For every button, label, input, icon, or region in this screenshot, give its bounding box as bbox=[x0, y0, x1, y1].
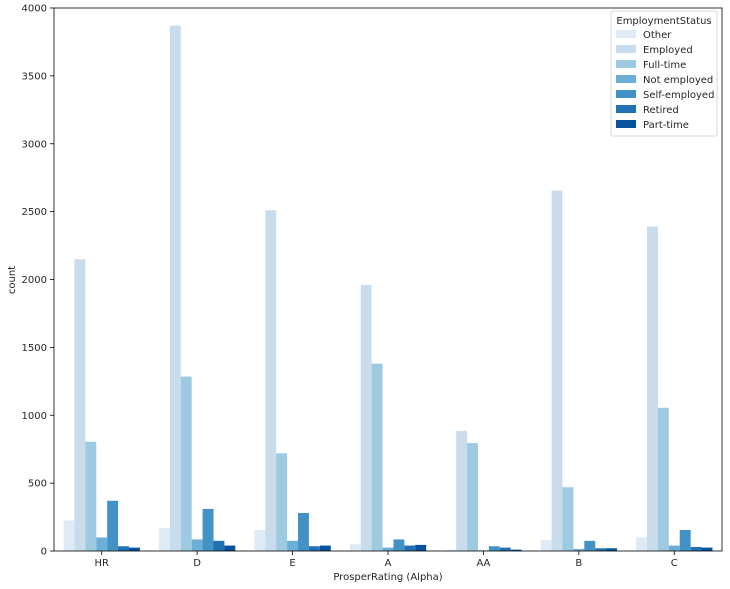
bar-hr-self-employed bbox=[107, 500, 119, 551]
bar-aa-self-employed bbox=[488, 546, 500, 551]
legend-swatch bbox=[616, 90, 636, 98]
bar-a-not-employed bbox=[382, 547, 394, 551]
legend-title: EmploymentStatus bbox=[616, 16, 711, 27]
bar-e-not-employed bbox=[287, 540, 299, 551]
x-tick-label: AA bbox=[476, 558, 490, 569]
bar-aa-retired bbox=[499, 547, 511, 551]
bar-b-other bbox=[540, 540, 552, 551]
bar-e-other bbox=[254, 529, 266, 551]
legend-swatch bbox=[616, 45, 636, 53]
bar-e-full-time bbox=[276, 453, 288, 551]
bar-c-other bbox=[636, 537, 648, 551]
bar-e-retired bbox=[308, 546, 320, 551]
bar-b-employed bbox=[551, 190, 563, 551]
legend: EmploymentStatus Other Employed Full-time N… bbox=[610, 10, 718, 137]
y-tick-label: 3500 bbox=[22, 71, 47, 82]
y-tick-label: 0 bbox=[41, 547, 47, 558]
bar-c-part-time bbox=[701, 547, 713, 551]
legend-label: Part-time bbox=[643, 120, 689, 131]
legend-swatch bbox=[616, 75, 636, 83]
bar-c-self-employed bbox=[679, 529, 691, 551]
bar-b-retired bbox=[595, 548, 607, 551]
legend-label: Self-employed bbox=[643, 90, 714, 101]
bar-hr-employed bbox=[74, 259, 86, 551]
y-tick-label: 1000 bbox=[22, 411, 47, 422]
y-axis-label: count bbox=[7, 266, 18, 294]
bar-a-self-employed bbox=[393, 539, 405, 551]
legend-swatch bbox=[616, 105, 636, 113]
legend-label: Not employed bbox=[643, 75, 713, 86]
legend-label: Full-time bbox=[643, 60, 686, 71]
x-axis-ticks: HR D E A AA B C bbox=[94, 551, 678, 569]
bar-hr-not-employed bbox=[96, 537, 108, 551]
bar-a-full-time bbox=[371, 363, 383, 551]
bar-e-part-time bbox=[319, 545, 331, 551]
bar-b-not-employed bbox=[573, 548, 585, 551]
bar-c-not-employed bbox=[668, 545, 680, 551]
bar-b-full-time bbox=[562, 487, 574, 551]
bar-hr-other bbox=[63, 520, 75, 551]
y-tick-label: 3000 bbox=[22, 139, 47, 150]
bar-e-employed bbox=[265, 210, 277, 551]
bar-d-retired bbox=[213, 540, 225, 551]
x-tick-label: HR bbox=[94, 558, 109, 569]
bar-c-employed bbox=[647, 226, 658, 551]
bars-group bbox=[63, 25, 713, 551]
legend-swatch bbox=[616, 120, 636, 128]
bar-d-self-employed bbox=[202, 508, 214, 551]
bar-aa-full-time bbox=[467, 443, 478, 551]
y-tick-label: 500 bbox=[28, 479, 47, 490]
x-tick-label: B bbox=[575, 558, 582, 569]
legend-swatch bbox=[616, 60, 636, 68]
bar-a-other bbox=[349, 544, 361, 551]
y-tick-label: 4000 bbox=[22, 4, 47, 15]
plot-frame bbox=[53, 7, 723, 552]
legend-box bbox=[610, 10, 718, 137]
legend-label: Retired bbox=[643, 105, 679, 116]
y-tick-label: 1500 bbox=[22, 343, 47, 354]
bar-a-employed bbox=[360, 284, 372, 551]
bar-d-part-time bbox=[224, 545, 236, 551]
bar-b-self-employed bbox=[584, 540, 596, 551]
y-tick-label: 2000 bbox=[22, 275, 47, 286]
bar-a-part-time bbox=[415, 544, 427, 551]
bar-b-part-time bbox=[606, 548, 618, 551]
bar-hr-part-time bbox=[128, 547, 140, 551]
bar-d-employed bbox=[169, 25, 181, 551]
legend-label: Other bbox=[643, 30, 672, 41]
y-axis-ticks: 0 500 1000 1500 2000 2500 3000 3500 4000 bbox=[22, 4, 54, 558]
bar-hr-retired bbox=[118, 546, 129, 551]
bar-aa-employed bbox=[456, 430, 468, 551]
legend-swatch bbox=[616, 30, 636, 38]
x-tick-label: E bbox=[289, 558, 295, 569]
legend-label: Employed bbox=[643, 45, 693, 56]
x-tick-label: A bbox=[385, 558, 392, 569]
x-tick-label: D bbox=[193, 558, 201, 569]
bar-hr-full-time bbox=[85, 441, 97, 551]
y-tick-label: 2500 bbox=[22, 207, 47, 218]
bar-aa-other bbox=[445, 549, 457, 551]
x-tick-label: C bbox=[671, 558, 678, 569]
bar-d-other bbox=[158, 527, 170, 551]
bar-d-not-employed bbox=[191, 539, 203, 551]
bar-d-full-time bbox=[180, 376, 192, 551]
bar-e-self-employed bbox=[298, 512, 309, 551]
bar-a-retired bbox=[404, 545, 416, 551]
x-axis-label: ProsperRating (Alpha) bbox=[333, 572, 442, 583]
bar-aa-part-time bbox=[510, 549, 522, 551]
bar-c-retired bbox=[690, 546, 702, 551]
bar-c-full-time bbox=[657, 407, 669, 551]
